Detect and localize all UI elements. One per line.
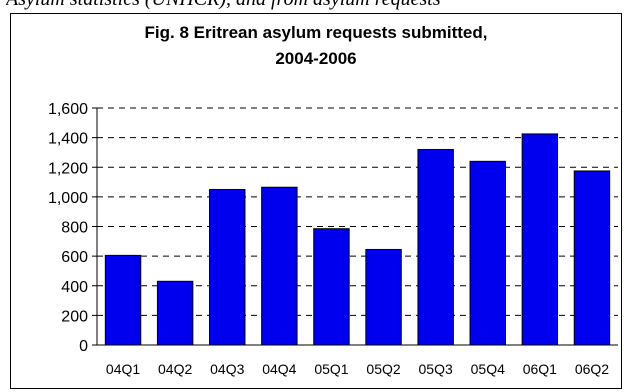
y-tick-label: 800 [61,220,88,237]
bar [469,160,506,346]
bar [417,148,454,346]
bar [261,186,298,346]
x-tick-label: 05Q3 [419,361,453,377]
y-tick-label: 1,000 [48,190,88,207]
bar [573,170,611,346]
y-tick-label: 600 [61,249,88,266]
x-tick-label: 05Q1 [314,361,348,377]
bar [521,133,559,346]
x-tick-label: 05Q4 [471,361,505,377]
x-tick-label: 04Q1 [106,361,140,377]
y-tick-label: 1,400 [48,131,88,148]
y-tick-label: 400 [61,279,88,296]
chart-title-line-1: Fig. 8 Eritrean asylum requests submitte… [144,23,488,42]
x-tick-label: 04Q2 [158,361,192,377]
chart-title: Fig. 8 Eritrean asylum requests submitte… [10,20,622,72]
bar [156,280,194,346]
x-tick-label: 06Q1 [523,361,557,377]
y-tick-label: 1,200 [48,160,88,177]
bar [104,254,142,346]
y-tick-label: 200 [61,308,88,325]
bar [365,248,402,346]
x-tick-label: 06Q2 [575,361,609,377]
x-tick-label: 04Q4 [262,361,296,377]
bar [313,228,350,346]
y-tick-label: 1,600 [48,101,88,118]
x-tick-label: 05Q2 [366,361,400,377]
chart-title-line-2: 2004-2006 [275,49,357,68]
y-tick-label: 0 [79,338,88,355]
clipped-caption-text: Asylum statistics (UNHCR), and from asyl… [6,0,616,10]
x-tick-label: 04Q3 [210,361,244,377]
bar [209,188,246,346]
